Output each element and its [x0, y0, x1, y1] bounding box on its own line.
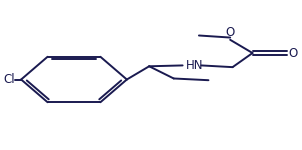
Text: O: O — [226, 26, 235, 39]
Text: O: O — [289, 46, 298, 60]
Text: Cl: Cl — [4, 73, 15, 86]
Text: HN: HN — [186, 59, 203, 72]
